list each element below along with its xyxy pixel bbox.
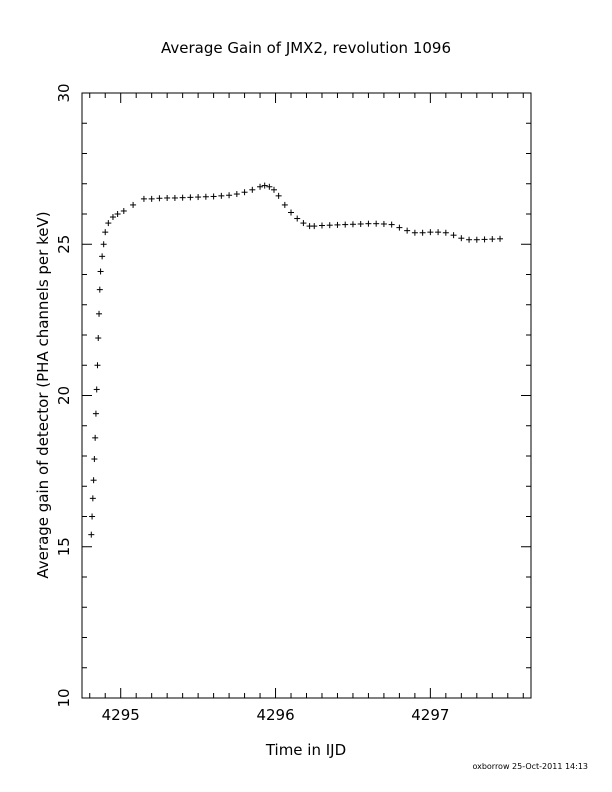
data-point (442, 229, 449, 236)
data-point (349, 221, 356, 228)
plot-frame (81, 92, 532, 699)
data-point (288, 209, 295, 216)
data-point (92, 410, 99, 417)
data-point (99, 253, 106, 260)
footer-credit: oxborrow 25-Oct-2011 14:13 (472, 762, 588, 771)
data-point (195, 194, 202, 201)
x-axis: 4295 4296 4297 (89, 93, 524, 724)
x-axis-label: Time in IJD (265, 741, 346, 759)
data-point (357, 220, 364, 227)
y-axis-label: Average gain of detector (PHA channels p… (34, 211, 52, 578)
y-axis: 10 15 20 25 30 (55, 83, 531, 708)
data-point (94, 362, 101, 369)
data-point (427, 229, 434, 236)
data-point (489, 236, 496, 243)
data-point (210, 193, 217, 200)
data-point (171, 194, 178, 201)
y-tick-label: 20 (55, 386, 73, 405)
data-point (300, 220, 307, 227)
data-point (89, 513, 96, 520)
data-series (88, 182, 504, 538)
data-point (92, 434, 99, 441)
data-point (95, 335, 102, 342)
data-point (233, 191, 240, 198)
x-tick-label: 4296 (256, 706, 294, 724)
y-tick-label: 30 (55, 83, 73, 102)
data-point (450, 232, 457, 239)
data-point (105, 220, 112, 227)
data-point (388, 221, 395, 228)
data-point (294, 215, 301, 222)
data-point (100, 241, 107, 248)
data-point (481, 236, 488, 243)
data-point (114, 211, 121, 217)
data-point (419, 229, 426, 236)
data-point (404, 227, 411, 234)
data-point (88, 531, 95, 538)
data-point (179, 194, 186, 201)
data-point (473, 236, 480, 243)
x-tick-label: 4297 (411, 706, 449, 724)
y-tick-label: 15 (55, 537, 73, 556)
data-point (140, 195, 147, 202)
data-point (96, 286, 103, 293)
data-point (187, 194, 194, 201)
data-point (311, 223, 318, 230)
data-point (164, 194, 171, 201)
data-point (97, 268, 104, 275)
data-point (130, 201, 137, 208)
data-point (156, 195, 163, 202)
data-point (91, 456, 98, 463)
data-point (226, 192, 233, 199)
chart-title: Average Gain of JMX2, revolution 1096 (161, 39, 451, 57)
data-point (261, 182, 268, 189)
x-tick-label: 4295 (102, 706, 140, 724)
data-point (275, 192, 282, 199)
data-point (380, 220, 387, 227)
data-point (365, 220, 372, 227)
data-point (334, 221, 341, 228)
data-point (148, 195, 155, 202)
data-point (90, 477, 97, 484)
data-point (241, 189, 248, 196)
data-point (89, 495, 96, 502)
data-point (342, 221, 349, 228)
data-point (266, 183, 273, 190)
data-point (102, 229, 109, 236)
data-point (373, 220, 380, 227)
y-tick-label: 25 (55, 235, 73, 254)
data-point (93, 386, 100, 393)
data-point (202, 193, 209, 200)
data-point (257, 183, 264, 190)
data-point (326, 222, 333, 229)
data-point (466, 236, 473, 243)
data-point (318, 222, 325, 229)
data-point (411, 229, 418, 236)
data-point (281, 201, 288, 208)
data-point (249, 186, 256, 193)
data-point (96, 310, 103, 317)
data-point (497, 235, 504, 242)
data-point (120, 207, 127, 214)
data-point (270, 186, 277, 193)
data-point (396, 224, 403, 231)
data-point (458, 235, 465, 242)
y-tick-label: 10 (55, 688, 73, 707)
data-point (109, 214, 116, 221)
data-point (435, 229, 442, 236)
data-point (218, 192, 225, 199)
